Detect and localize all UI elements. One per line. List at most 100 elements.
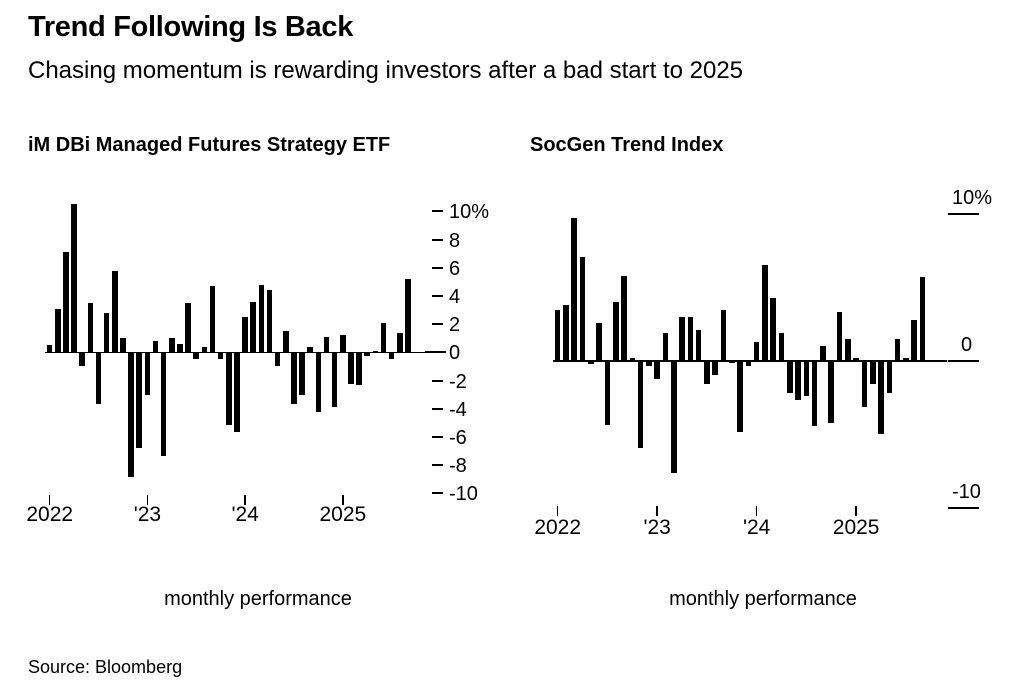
bar bbox=[579, 256, 586, 361]
bar bbox=[193, 353, 200, 359]
bar bbox=[55, 308, 61, 353]
bar bbox=[63, 252, 69, 353]
bar bbox=[160, 353, 167, 456]
bar bbox=[397, 332, 403, 353]
x-axis-tick bbox=[755, 506, 758, 516]
bar bbox=[853, 358, 859, 361]
bar bbox=[861, 361, 868, 408]
chart-caption-left: monthly performance bbox=[164, 588, 352, 610]
bar bbox=[886, 361, 893, 393]
bar bbox=[274, 353, 281, 366]
page-subtitle: Chasing momentum is rewarding investors … bbox=[28, 57, 744, 84]
bar bbox=[291, 353, 297, 404]
bar bbox=[571, 218, 578, 361]
bar bbox=[185, 302, 191, 353]
bar bbox=[152, 341, 159, 353]
bar bbox=[405, 278, 411, 353]
bar bbox=[144, 353, 151, 396]
bar bbox=[712, 361, 718, 375]
y-axis-label: 8 bbox=[449, 229, 461, 252]
bar bbox=[356, 353, 362, 386]
bar bbox=[836, 312, 843, 361]
y-axis-tick bbox=[431, 238, 443, 241]
y-axis-label: -10 bbox=[449, 483, 478, 506]
bar bbox=[307, 346, 314, 353]
bar bbox=[894, 338, 901, 361]
bar bbox=[217, 353, 224, 359]
bar bbox=[234, 353, 240, 432]
x-axis-year-label: 2025 bbox=[319, 503, 367, 526]
y-axis-label: 0 bbox=[961, 334, 973, 356]
x-axis-year-label: '23 bbox=[133, 503, 162, 526]
y-axis-tick bbox=[431, 492, 443, 495]
zero-axis-line bbox=[553, 360, 947, 362]
bar bbox=[828, 361, 835, 424]
bar bbox=[770, 297, 777, 361]
bar bbox=[903, 358, 909, 361]
x-axis-year-label: 2025 bbox=[832, 516, 880, 539]
y-axis-label: 4 bbox=[449, 285, 461, 308]
x-axis-year-label: 2022 bbox=[534, 516, 582, 539]
x-axis-tick bbox=[556, 506, 559, 516]
y-axis-tick bbox=[431, 407, 443, 410]
y-axis-label: -6 bbox=[449, 426, 467, 449]
bar bbox=[266, 290, 273, 353]
bar bbox=[654, 361, 660, 380]
y-axis-tick bbox=[431, 435, 443, 438]
bar bbox=[869, 361, 876, 384]
bar bbox=[637, 361, 644, 449]
x-axis-tick bbox=[48, 495, 51, 505]
y-axis-label: -8 bbox=[449, 455, 467, 478]
bar bbox=[71, 204, 77, 353]
y-axis-tick bbox=[431, 210, 443, 213]
bar bbox=[596, 322, 602, 361]
y-axis-tick bbox=[431, 294, 443, 297]
bar bbox=[662, 333, 669, 361]
bar bbox=[201, 346, 208, 353]
bar bbox=[919, 277, 926, 361]
bar bbox=[226, 353, 232, 425]
bar bbox=[136, 353, 143, 448]
y-axis-label: 2 bbox=[449, 314, 461, 337]
bar bbox=[103, 312, 110, 353]
page-title: Trend Following Is Back bbox=[28, 11, 354, 43]
y-axis-label: 0 bbox=[449, 342, 461, 365]
bar bbox=[762, 265, 768, 361]
chart-title-right: SocGen Trend Index bbox=[530, 134, 724, 156]
x-axis-tick bbox=[342, 495, 344, 505]
bar bbox=[315, 353, 322, 413]
y-axis-label: 10% bbox=[952, 187, 993, 209]
bar bbox=[629, 358, 636, 361]
x-axis-tick bbox=[855, 506, 857, 516]
bar bbox=[621, 275, 627, 361]
bar bbox=[323, 336, 330, 353]
y-axis-label: 6 bbox=[449, 257, 461, 280]
bar bbox=[128, 353, 134, 478]
bar bbox=[120, 338, 126, 353]
y-axis-tick bbox=[948, 507, 979, 509]
bar bbox=[112, 270, 118, 353]
bar bbox=[250, 301, 257, 353]
zero-axis-line bbox=[45, 351, 446, 354]
source-text: Source: Bloomberg bbox=[28, 657, 183, 677]
y-axis-tick bbox=[431, 266, 443, 269]
bar bbox=[737, 361, 743, 433]
bar bbox=[778, 333, 785, 361]
bar bbox=[745, 361, 752, 367]
x-axis-year-label: '24 bbox=[231, 503, 259, 526]
bar bbox=[380, 322, 387, 353]
bar bbox=[820, 346, 826, 361]
bar bbox=[299, 353, 305, 396]
x-axis-year-label: '23 bbox=[643, 516, 671, 539]
bar bbox=[878, 361, 884, 434]
y-axis-tick bbox=[948, 213, 979, 215]
bar bbox=[177, 343, 183, 353]
chart-caption-right: monthly performance bbox=[669, 588, 857, 610]
bar bbox=[704, 361, 710, 384]
bar bbox=[687, 316, 694, 361]
y-axis-tick bbox=[425, 351, 446, 354]
x-axis-year-label: 2022 bbox=[26, 503, 74, 526]
bar bbox=[258, 284, 265, 353]
x-axis-tick bbox=[656, 506, 658, 516]
